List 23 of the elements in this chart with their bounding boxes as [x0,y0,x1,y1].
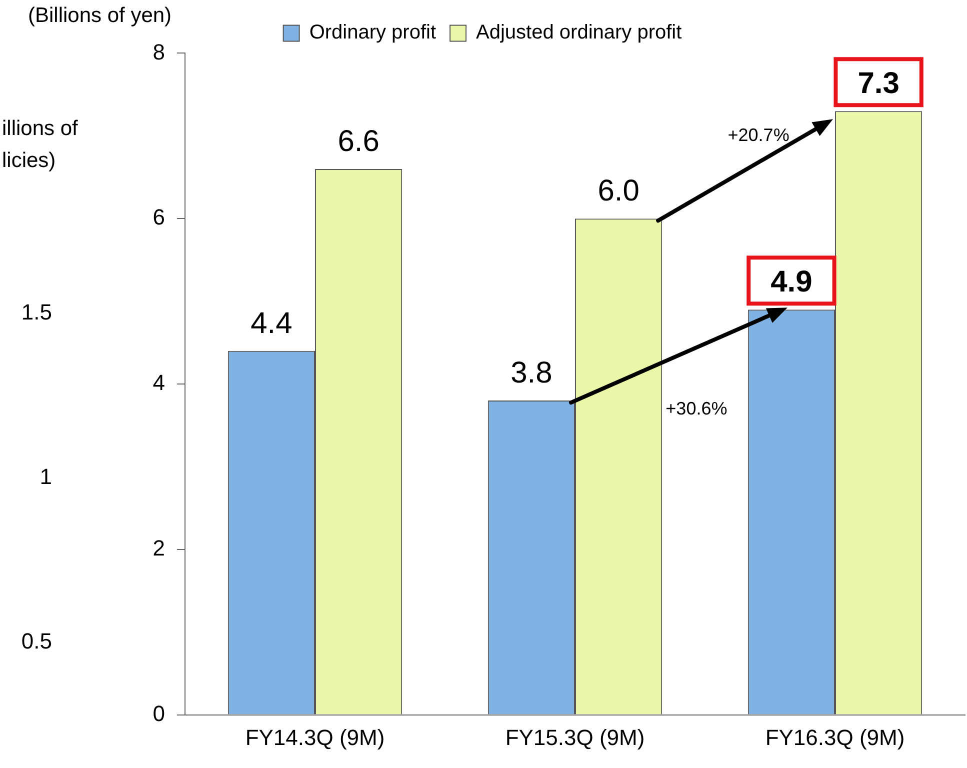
x-tick-label: FY16.3Q (9M) [765,725,905,750]
y2-tick-label: 0.5 [21,628,52,654]
annotation: +20.7% [728,125,790,146]
y-axis-title: (Billions of yen) [28,4,172,27]
data-label: 4.4 [250,306,292,340]
data-label: 7.3 [858,67,900,100]
y2-tick-label: 1 [40,464,52,489]
y-tick-label: 2 [152,535,165,560]
y2-axis-title: illions of licies) [2,117,78,172]
y-tick-label: 8 [152,39,165,64]
x-tick-label: FY15.3Q (9M) [505,725,645,750]
legend-label: Ordinary profit [309,22,436,44]
y-tick-label: 6 [152,204,165,230]
data-label: 3.8 [510,356,552,390]
data-label: 4.9 [770,266,812,299]
y-tick-label: 4 [152,370,165,396]
legend-label: Adjusted ordinary profit [476,22,682,44]
y-tick-label: 0 [152,700,165,726]
data-label: 6.6 [338,124,380,158]
data-label: 6.0 [598,174,640,208]
x-tick-label: FY14.3Q (9M) [245,725,385,750]
y2-tick-label: 1.5 [21,299,52,324]
annotation: +30.6% [666,398,728,419]
